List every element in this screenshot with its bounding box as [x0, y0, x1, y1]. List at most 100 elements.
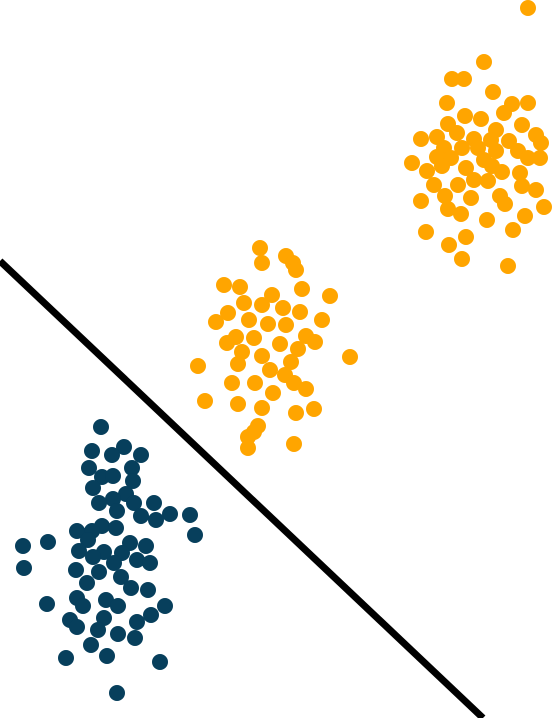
data-point-0-37 — [494, 164, 510, 180]
data-point-1-41 — [230, 396, 246, 412]
data-point-2-36 — [106, 555, 122, 571]
data-point-2-58 — [83, 637, 99, 653]
data-point-1-15 — [241, 312, 257, 328]
data-point-2-51 — [143, 607, 159, 623]
data-point-1-9 — [322, 288, 338, 304]
data-point-0-52 — [453, 206, 469, 222]
data-point-2-22 — [108, 520, 124, 536]
data-point-2-9 — [125, 473, 141, 489]
data-point-2-19 — [133, 508, 149, 524]
data-point-0-59 — [454, 251, 470, 267]
data-point-2-43 — [123, 580, 139, 596]
data-point-0-55 — [418, 224, 434, 240]
data-point-1-49 — [240, 440, 256, 456]
data-point-1-43 — [306, 401, 322, 417]
points-layer — [15, 0, 552, 701]
data-point-2-44 — [140, 582, 156, 598]
data-point-1-11 — [254, 297, 270, 313]
data-point-2-26 — [187, 527, 203, 543]
data-point-0-49 — [536, 199, 552, 215]
data-point-1-48 — [286, 436, 302, 452]
data-point-2-59 — [127, 630, 143, 646]
data-point-2-3 — [104, 447, 120, 463]
data-point-2-20 — [148, 512, 164, 528]
data-point-2-5 — [81, 460, 97, 476]
data-point-1-21 — [246, 330, 262, 346]
data-point-2-14 — [126, 495, 142, 511]
data-point-0-53 — [517, 208, 533, 224]
data-point-2-50 — [110, 598, 126, 614]
data-point-1-36 — [247, 375, 263, 391]
data-point-0-39 — [466, 172, 482, 188]
data-point-2-31 — [71, 543, 87, 559]
data-point-1-35 — [224, 375, 240, 391]
data-point-1-31 — [190, 358, 206, 374]
data-point-2-16 — [109, 503, 125, 519]
data-point-2-49 — [157, 598, 173, 614]
data-point-1-28 — [254, 348, 270, 364]
series-0 — [404, 0, 552, 274]
data-point-1-29 — [283, 354, 299, 370]
data-point-0-4 — [485, 84, 501, 100]
data-point-0-24 — [470, 140, 486, 156]
data-point-1-6 — [232, 279, 248, 295]
data-point-1-10 — [236, 295, 252, 311]
data-point-0-40 — [480, 173, 496, 189]
data-point-2-61 — [58, 650, 74, 666]
series-2 — [15, 419, 203, 701]
data-point-1-32 — [230, 356, 246, 372]
data-point-0-1 — [476, 54, 492, 70]
data-point-0-8 — [496, 105, 512, 121]
data-point-1-14 — [292, 304, 308, 320]
data-point-0-60 — [500, 258, 516, 274]
data-point-1-25 — [290, 341, 306, 357]
data-point-1-8 — [264, 287, 280, 303]
data-point-2-2 — [116, 439, 132, 455]
data-point-1-19 — [278, 317, 294, 333]
data-point-2-62 — [152, 654, 168, 670]
data-point-1-23 — [219, 335, 235, 351]
data-point-2-4 — [133, 447, 149, 463]
data-point-2-42 — [79, 575, 95, 591]
data-point-2-18 — [182, 507, 198, 523]
data-point-2-57 — [110, 626, 126, 642]
data-point-2-0 — [93, 419, 109, 435]
data-point-1-5 — [216, 277, 232, 293]
data-point-2-55 — [90, 622, 106, 638]
data-point-1-26 — [307, 334, 323, 350]
data-point-0-42 — [450, 177, 466, 193]
data-point-0-56 — [505, 222, 521, 238]
data-point-0-25 — [488, 143, 504, 159]
data-point-2-27 — [40, 534, 56, 550]
data-point-1-7 — [294, 281, 310, 297]
data-point-2-23 — [69, 523, 85, 539]
data-point-1-4 — [288, 262, 304, 278]
data-point-2-47 — [98, 592, 114, 608]
data-point-0-11 — [514, 117, 530, 133]
data-point-2-1 — [84, 443, 100, 459]
data-point-2-6 — [124, 460, 140, 476]
data-point-0-58 — [458, 229, 474, 245]
data-point-1-24 — [272, 336, 288, 352]
data-point-2-8 — [105, 468, 121, 484]
data-point-0-3 — [444, 71, 460, 87]
data-point-1-33 — [262, 362, 278, 378]
data-point-1-0 — [252, 240, 268, 256]
data-point-0-36 — [419, 163, 435, 179]
data-point-2-38 — [68, 562, 84, 578]
data-point-0-14 — [449, 125, 465, 141]
data-point-0-9 — [457, 108, 473, 124]
data-point-0-48 — [514, 178, 530, 194]
data-point-2-34 — [85, 549, 101, 565]
data-point-0-0 — [520, 0, 536, 16]
data-point-0-10 — [473, 111, 489, 127]
data-point-1-16 — [314, 312, 330, 328]
data-point-0-7 — [520, 95, 536, 111]
data-point-2-60 — [99, 648, 115, 664]
data-point-0-27 — [520, 150, 536, 166]
data-point-1-44 — [288, 405, 304, 421]
data-point-2-40 — [91, 564, 107, 580]
data-point-2-35 — [129, 552, 145, 568]
data-point-2-54 — [96, 610, 112, 626]
